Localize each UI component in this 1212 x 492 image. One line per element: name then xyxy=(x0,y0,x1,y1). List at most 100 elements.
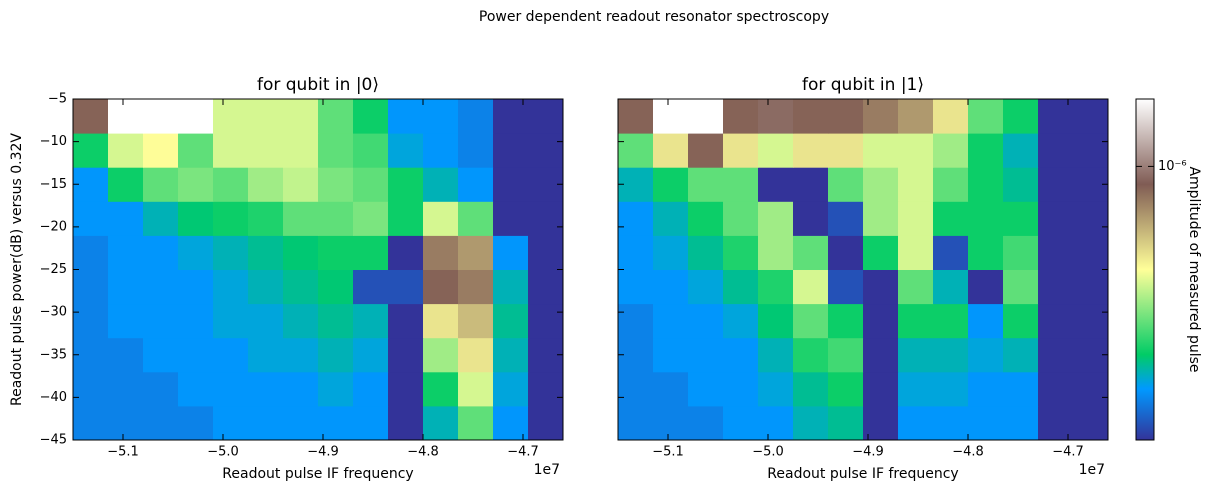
heatmap-cell xyxy=(178,133,214,168)
x-tick-label: −4.9 xyxy=(307,445,339,460)
heatmap-cell xyxy=(318,269,354,305)
heatmap-cell xyxy=(108,201,144,236)
heatmap-cell xyxy=(458,303,494,339)
heatmap-cell xyxy=(1073,201,1109,236)
heatmap-cell xyxy=(353,235,389,270)
heatmap-cell xyxy=(178,303,214,339)
x-tick-label: −4.9 xyxy=(852,445,884,460)
heatmap-cell xyxy=(688,371,724,407)
heatmap-cell xyxy=(528,269,564,305)
heatmap-cell xyxy=(1038,371,1074,407)
heatmap-cell xyxy=(1038,167,1074,202)
heatmap-cell xyxy=(213,201,249,236)
heatmap-cell xyxy=(318,371,354,407)
heatmap-cell xyxy=(143,269,179,305)
heatmap-cell xyxy=(283,99,319,134)
heatmap-cell xyxy=(353,303,389,339)
heatmap-cell xyxy=(968,371,1004,407)
heatmap-cell xyxy=(968,167,1004,202)
heatmap-cell xyxy=(493,303,529,339)
heatmap-cell xyxy=(758,201,794,236)
heatmap-cell xyxy=(688,167,724,202)
heatmap-cell xyxy=(1003,371,1039,407)
heatmap-cell xyxy=(933,405,969,441)
heatmap-cell xyxy=(863,269,899,305)
heatmap-cell xyxy=(618,201,654,236)
colorbar-label: Amplitude of measured pulse xyxy=(1186,166,1202,372)
heatmap-cell xyxy=(318,201,354,236)
heatmap-cell xyxy=(968,133,1004,168)
heatmap-cell xyxy=(1073,405,1109,441)
heatmap-cell xyxy=(688,201,724,236)
y-tick-label: −45 xyxy=(40,433,67,448)
heatmap-cell xyxy=(1003,133,1039,168)
heatmap-cell xyxy=(758,133,794,168)
heatmap-cell xyxy=(388,235,424,270)
heatmap-cell xyxy=(653,167,689,202)
heatmap-cell xyxy=(723,371,759,407)
heatmap-cell xyxy=(423,303,459,339)
heatmap-cell xyxy=(528,235,564,270)
heatmap-cell xyxy=(828,133,864,168)
heatmap-cell xyxy=(618,405,654,441)
heatmap-cell xyxy=(1038,235,1074,270)
x-tick-label: −4.8 xyxy=(952,445,984,460)
y-tick-label: −30 xyxy=(40,305,67,320)
heatmap-cell xyxy=(1038,201,1074,236)
heatmap-cell xyxy=(283,405,319,441)
heatmap-cell xyxy=(143,337,179,373)
heatmap-cell xyxy=(178,201,214,236)
heatmap-cell xyxy=(793,235,829,270)
colorbar xyxy=(1135,98,1155,441)
heatmap-cell xyxy=(828,303,864,339)
x-tick-label: −5.1 xyxy=(652,445,684,460)
heatmap-cell xyxy=(758,405,794,441)
heatmap-cell xyxy=(1038,269,1074,305)
heatmap-cell xyxy=(1003,269,1039,305)
heatmap-cell xyxy=(318,167,354,202)
heatmap-cell xyxy=(653,133,689,168)
heatmap-cell xyxy=(723,337,759,373)
heatmap-cell xyxy=(353,133,389,168)
x-tick-label: −5.1 xyxy=(107,445,139,460)
heatmap-cell xyxy=(423,371,459,407)
heatmap-cell xyxy=(213,235,249,270)
heatmap-cell xyxy=(213,167,249,202)
x-offset-label: 1e7 xyxy=(534,462,560,478)
heatmap-cell xyxy=(723,235,759,270)
heatmap-cell xyxy=(653,99,689,134)
heatmap-cell xyxy=(388,303,424,339)
heatmap-cell xyxy=(493,371,529,407)
heatmap-cell xyxy=(178,269,214,305)
y-tick-label: −10 xyxy=(40,134,67,149)
heatmap-cell xyxy=(793,303,829,339)
heatmap-cell xyxy=(933,269,969,305)
axes-title: for qubit in |0⟩ xyxy=(257,75,379,95)
heatmap-cell xyxy=(143,405,179,441)
heatmap-cell xyxy=(283,235,319,270)
heatmap-cell xyxy=(1003,235,1039,270)
heatmap-cell xyxy=(863,303,899,339)
heatmap-cell xyxy=(213,303,249,339)
y-tick-label: −40 xyxy=(40,390,67,405)
heatmap-cell xyxy=(458,269,494,305)
heatmap-cell xyxy=(898,371,934,407)
y-tick-label: −15 xyxy=(40,177,67,192)
heatmap-cell xyxy=(653,269,689,305)
heatmap-cell xyxy=(423,167,459,202)
heatmap-cell xyxy=(758,269,794,305)
figure-title: Power dependent readout resonator spectr… xyxy=(479,9,829,25)
heatmap-cell xyxy=(143,99,179,134)
heatmap-cell xyxy=(178,337,214,373)
heatmap-cell xyxy=(688,269,724,305)
heatmap-cell xyxy=(528,99,564,134)
heatmap-cell xyxy=(898,235,934,270)
heatmap-cell xyxy=(793,371,829,407)
heatmap-cell xyxy=(898,201,934,236)
heatmap-cell xyxy=(1038,337,1074,373)
heatmap-cell xyxy=(283,133,319,168)
heatmap-cell xyxy=(388,269,424,305)
heatmap-cell xyxy=(828,99,864,134)
heatmap-cell xyxy=(793,337,829,373)
heatmap-cell xyxy=(353,269,389,305)
